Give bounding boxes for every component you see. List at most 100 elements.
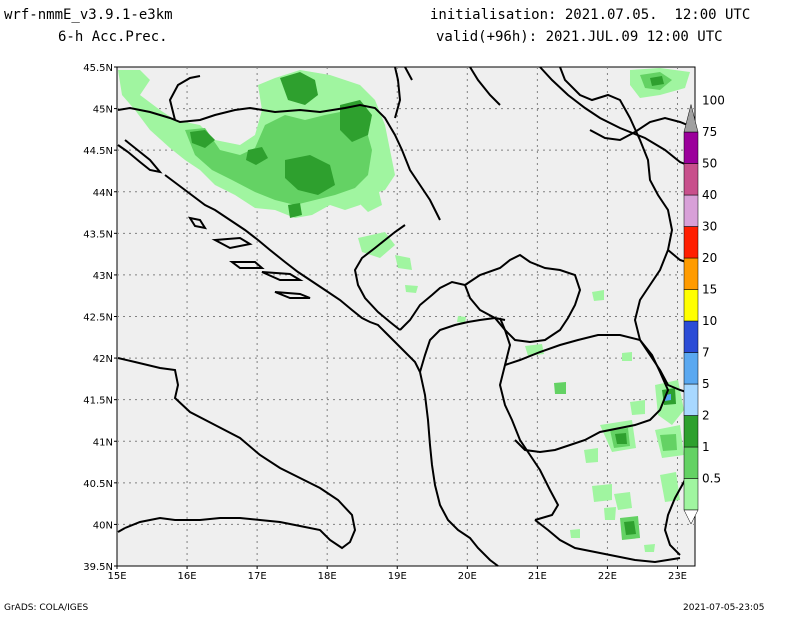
precip-area-nw-dark-4	[190, 130, 215, 148]
colorbar-label: 20	[702, 251, 717, 265]
precip-area-se-19	[624, 521, 636, 535]
precip-area-se-14	[584, 448, 598, 463]
montenegro-border	[399, 280, 506, 331]
precip-area-se-22	[660, 472, 680, 502]
colorbar-label: 10	[702, 314, 717, 328]
precip-area-central-5	[457, 316, 466, 323]
dalmatian-coastline	[117, 139, 421, 373]
lat-tick-label: 45N	[93, 105, 113, 116]
precip-area-se-1	[592, 290, 604, 301]
precip-area-se-17	[604, 507, 616, 520]
lon-tick-label: 19E	[388, 571, 407, 582]
valid-time: valid(+96h): 2021.JUL.09 12:00 UTC	[436, 29, 723, 45]
lat-tick-label: 43N	[93, 271, 113, 282]
salento-coast	[117, 527, 126, 533]
serbia-north-border	[469, 66, 501, 106]
colorbar-swatch	[683, 446, 699, 479]
island-1	[211, 236, 253, 250]
colorbar-swatch	[683, 289, 699, 322]
precip-area-ne-dark	[650, 76, 664, 86]
lon-tick-label: 20E	[458, 571, 477, 582]
precip-area-se-16	[614, 492, 632, 510]
serbia-east-border	[559, 66, 696, 396]
colorbar-label: 100	[702, 94, 725, 108]
colorbar-label: 5	[702, 377, 710, 391]
colorbar-swatch	[683, 194, 699, 227]
colorbar-swatch	[683, 383, 699, 416]
precip-area-se-8	[630, 400, 645, 415]
precip-area-nw-dark-5	[246, 147, 268, 165]
graticule	[117, 67, 695, 566]
precip-area-se-3	[554, 382, 566, 394]
precip-area-se-11	[615, 433, 627, 444]
precip-area-se-13	[660, 434, 677, 451]
albania-coast	[419, 371, 499, 567]
colorbar-label: 0.5	[702, 472, 721, 486]
italy-coastline	[117, 357, 357, 550]
colorbar-swatch	[683, 478, 699, 511]
lat-tick-label: 40.5N	[83, 479, 113, 490]
island-5	[187, 216, 208, 230]
colorbar-label: 1	[702, 440, 710, 454]
north-macedonia-border	[504, 334, 670, 454]
lon-tick-label: 15E	[107, 571, 126, 582]
precip-area-se-15	[592, 484, 612, 502]
precip-area-central-3	[395, 255, 412, 270]
init-time: initialisation: 2021.07.05. 12:00 UTC	[430, 7, 751, 23]
lat-tick-label: 39.5N	[83, 562, 113, 573]
bosnia-se-border	[353, 224, 406, 331]
croatia-bosnia-border	[117, 103, 441, 221]
lon-tick-label: 22E	[598, 571, 617, 582]
lat-tick-label: 42N	[93, 354, 113, 365]
bosnia-top-border	[168, 75, 201, 121]
colorbar-swatch	[683, 257, 699, 290]
island-4	[274, 291, 311, 299]
lat-tick-label: 40N	[93, 520, 113, 531]
island-2	[229, 261, 265, 269]
lat-tick-label: 44N	[93, 188, 113, 199]
precip-area-nw-dark-6	[288, 203, 302, 218]
precip-areas	[118, 68, 690, 552]
lon-tick-label: 16E	[178, 571, 197, 582]
field-title: 6-h Acc.Prec.	[58, 29, 168, 45]
lat-tick-label: 41N	[93, 437, 113, 448]
kosovo-border	[464, 253, 582, 344]
precip-area-nw-dark-3	[285, 155, 335, 195]
colorbar-arrow-bottom	[683, 509, 699, 525]
colorbar-swatch	[683, 415, 699, 448]
lat-tick-label: 45.5N	[83, 63, 113, 74]
longitude-labels: 15E 16E 17E 18E 19E 20E 21E 22E 23E	[107, 566, 687, 582]
colorbar: 0.5 1 2 5 7 10 15 20 30 40 50 75 100	[683, 94, 725, 525]
colorbar-arrow-top	[683, 104, 699, 133]
lat-tick-label: 44.5N	[83, 146, 113, 157]
precip-area-central-4	[405, 285, 418, 293]
lat-tick-label: 41.5N	[83, 396, 113, 407]
lon-tick-label: 17E	[248, 571, 267, 582]
lat-tick-label: 42.5N	[83, 313, 113, 324]
romania-border	[539, 66, 696, 169]
precip-area-nw-dark-2	[340, 100, 372, 142]
lat-tick-label: 43.5N	[83, 229, 113, 240]
colorbar-label: 2	[702, 409, 710, 423]
colorbar-label: 7	[702, 346, 710, 360]
precip-area-central-1	[358, 188, 382, 212]
lon-tick-label: 21E	[528, 571, 547, 582]
colorbar-label: 75	[702, 125, 717, 139]
precip-area-se-21	[570, 529, 580, 538]
colorbar-label: 40	[702, 188, 717, 202]
colorbar-swatch	[683, 163, 699, 196]
latitude-labels: 45.5N 45N 44.5N 44N 43.5N 43N 42.5N 42N 41.5N 41N…	[83, 63, 117, 573]
colorbar-label: 50	[702, 157, 717, 171]
lon-tick-label: 23E	[668, 571, 687, 582]
lon-tick-label: 18E	[318, 571, 337, 582]
danube-border	[589, 116, 696, 142]
colorbar-label: 30	[702, 220, 717, 234]
colorbar-label: 15	[702, 283, 717, 297]
hungary-border	[394, 66, 413, 119]
precip-area-se-4	[622, 352, 632, 361]
credit-text: GrADS: COLA/IGES	[4, 603, 89, 613]
greece-border	[534, 519, 681, 564]
colorbar-swatch	[683, 131, 699, 164]
timestamp-text: 2021-07-05-23:05	[683, 603, 765, 613]
island-3	[261, 271, 304, 281]
